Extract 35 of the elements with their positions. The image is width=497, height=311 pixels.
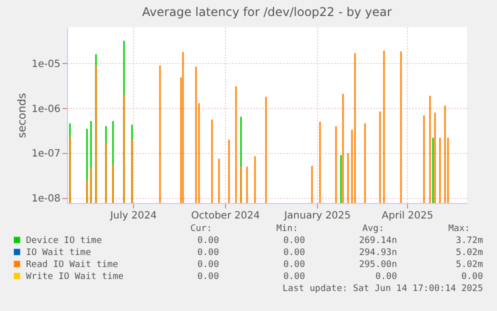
x-tick-label: October 2024 [191,210,260,222]
text: 0.00 [197,236,219,246]
x-tick-label: July 2024 [109,210,157,222]
y-axis-title: seconds [16,92,29,138]
text: 0.00 [283,236,305,246]
legend-label: Read IO Wait time [26,260,118,270]
text: 295.00n [359,260,397,270]
text: 0.00 [461,272,483,282]
chart-title: Average latency for /dev/loop22 - by year [142,5,392,19]
y-tick-label: 1e-06 [32,104,60,115]
text: 0.00 [197,248,219,258]
text: Min: [276,224,298,234]
y-tick-label: 1e-05 [32,58,60,70]
y-tick-label: 1e-07 [32,148,60,160]
text: 0.00 [283,260,305,270]
text: 5.02m [456,260,483,270]
text: 0.00 [283,272,305,282]
text: Avg: [362,224,384,234]
text: 3.72m [456,236,483,246]
text: Last update: Sat Jun 14 17:00:14 2025 [282,284,483,294]
text: 0.00 [197,272,219,282]
text: 269.14n [359,236,397,246]
x-tick-label: April 2025 [382,210,434,222]
y-tick-label: 1e-08 [32,193,60,204]
x-tick-label: January 2025 [283,210,351,222]
legend-label: IO Wait time [26,248,92,258]
legend-label: Device IO time [26,236,102,246]
text: 0.00 [197,260,219,270]
text: 0.00 [375,272,397,282]
text: 294.93n [359,248,397,258]
legend-label: Write IO Wait time [26,272,124,282]
text: 0.00 [283,248,305,258]
text: Cur: [190,224,212,234]
text: Max: [448,224,470,234]
text: 5.02m [456,248,483,258]
